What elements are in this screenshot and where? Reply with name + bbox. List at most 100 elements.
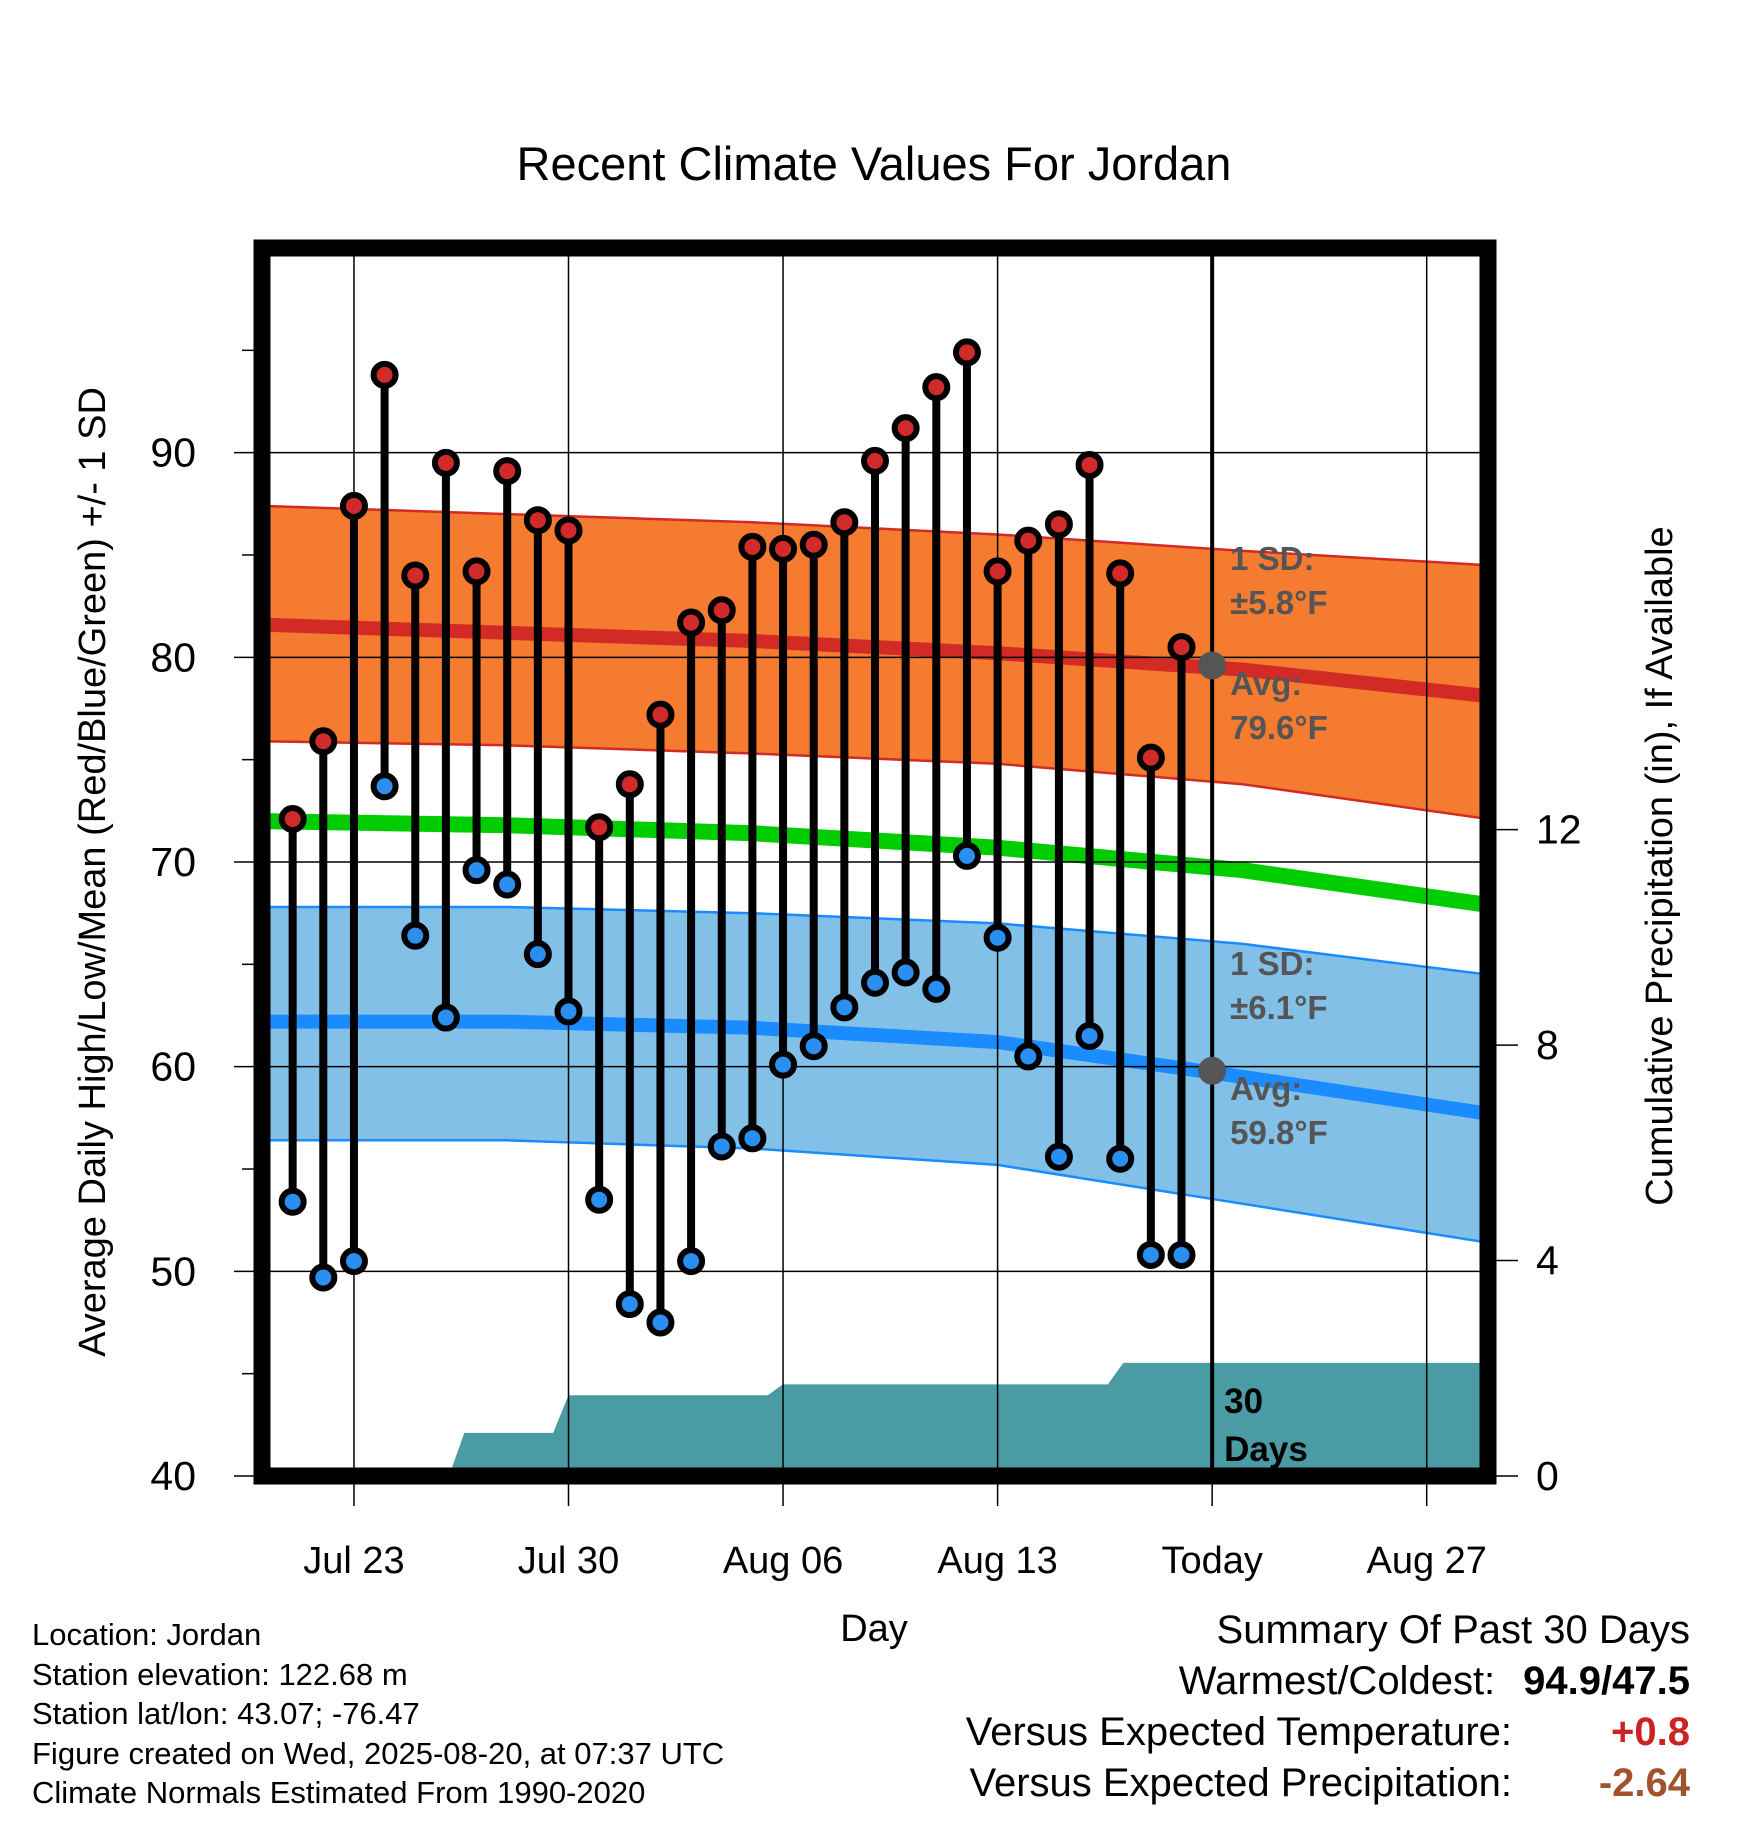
daily-high-marker — [707, 596, 736, 625]
x-tick-label: Jul 30 — [518, 1540, 619, 1582]
y-tick-label: 70 — [150, 839, 196, 885]
daily-high-marker — [431, 448, 460, 477]
daily-high-marker — [738, 532, 767, 561]
daily-high-marker — [983, 557, 1012, 586]
x-tick-label: Aug 06 — [723, 1540, 843, 1582]
summary-temp-row: Versus Expected Temperature: +0.8 — [966, 1707, 1690, 1758]
temp-label: Versus Expected Temperature: — [965, 1710, 1512, 1754]
daily-low-marker — [769, 1050, 798, 1079]
location-text: Location: Jordan — [32, 1617, 262, 1652]
daily-low-marker — [646, 1308, 675, 1337]
today-low-avg-dot — [1198, 1056, 1227, 1085]
y-tick-label: 40 — [150, 1453, 196, 1499]
daily-low-marker — [1044, 1142, 1073, 1171]
precip-value: -2.64 — [1598, 1761, 1690, 1805]
daily-low-marker — [922, 974, 951, 1003]
summary-warmest-row: Warmest/Coldest: 94.9/47.5 — [966, 1656, 1690, 1707]
daily-high-marker — [523, 506, 552, 535]
daily-low-marker — [1075, 1021, 1104, 1050]
daily-high-marker — [462, 557, 491, 586]
x-tick-label: Jul 23 — [303, 1540, 404, 1582]
daily-high-marker — [830, 508, 859, 537]
daily-values — [278, 338, 1196, 1337]
low-normal-line — [262, 1014, 1488, 1121]
daily-high-marker — [922, 373, 951, 402]
daily-high-marker — [799, 530, 828, 559]
daily-high-marker — [1044, 510, 1073, 539]
daily-low-marker — [554, 997, 583, 1026]
daily-high-marker — [309, 727, 338, 756]
daily-high-marker — [891, 414, 920, 443]
daily-high-marker — [861, 446, 889, 475]
y-right-tick-label: 12 — [1536, 807, 1582, 853]
left-y-axis: 40 50 60 70 80 90 — [150, 349, 254, 1499]
y-right-tick-label: 0 — [1536, 1453, 1559, 1499]
daily-low-marker — [677, 1247, 706, 1276]
daily-low-marker — [952, 841, 981, 870]
daily-high-marker — [677, 608, 706, 637]
low-sd-value: ±6.1°F — [1230, 989, 1327, 1026]
low-avg-label: Avg: — [1230, 1070, 1302, 1107]
daily-high-marker — [615, 770, 644, 799]
daily-high-marker — [769, 534, 798, 563]
daily-low-marker — [431, 1003, 460, 1032]
x-axis: Jul 23 Jul 30 Aug 06 Aug 13 Today Aug 27 — [303, 1484, 1487, 1582]
daily-low-marker — [370, 772, 399, 801]
y-right-tick-label: 8 — [1536, 1022, 1559, 1068]
high-sd-label: 1 SD: — [1230, 540, 1314, 577]
y-axis-title-right: Cumulative Precipitation (in), If Availa… — [1639, 526, 1681, 1205]
low-sd-lower-line — [262, 1139, 1488, 1244]
elevation-text: Station elevation: 122.68 m — [32, 1656, 408, 1692]
warmest-label: Warmest/Coldest: — [1178, 1659, 1496, 1703]
daily-low-marker — [891, 958, 920, 987]
daily-high-marker — [646, 700, 675, 729]
chart-title: Recent Climate Values For Jordan — [517, 137, 1232, 190]
normals-text: Climate Normals Estimated From 1990-2020 — [32, 1775, 646, 1810]
created-text: Figure created on Wed, 2025-08-20, at 07… — [32, 1735, 725, 1771]
station-info: Location: Jordan Station elevation: 122.… — [32, 1615, 724, 1813]
daily-high-marker — [554, 516, 583, 545]
daily-high-marker — [585, 813, 614, 842]
daily-low-marker — [493, 870, 522, 899]
daily-high-marker — [1136, 743, 1165, 772]
low-sd-label: 1 SD: — [1230, 945, 1314, 982]
daily-high-marker — [1075, 450, 1104, 479]
today-days-label: Days — [1224, 1430, 1308, 1469]
precip-label: Versus Expected Precipitation: — [969, 1761, 1512, 1805]
temp-value: +0.8 — [1611, 1710, 1690, 1754]
daily-low-marker — [278, 1187, 307, 1216]
y-tick-label: 60 — [150, 1044, 196, 1090]
daily-low-marker — [523, 940, 552, 969]
daily-low-marker — [1106, 1144, 1135, 1173]
low-avg-value: 59.8°F — [1230, 1114, 1328, 1151]
y-tick-label: 80 — [150, 634, 196, 680]
today-days-count: 30 — [1224, 1382, 1263, 1421]
summary-precip-row: Versus Expected Precipitation: -2.64 — [966, 1758, 1690, 1809]
x-tick-label: Today — [1161, 1540, 1262, 1582]
plot-frame — [253, 239, 1497, 1485]
daily-high-marker — [401, 561, 430, 590]
daily-low-marker — [707, 1132, 736, 1161]
warmest-value: 94.9/47.5 — [1523, 1659, 1690, 1703]
daily-low-marker — [615, 1290, 644, 1319]
summary-panel: Summary Of Past 30 Days Warmest/Coldest:… — [966, 1605, 1690, 1809]
daily-low-marker — [585, 1185, 614, 1214]
daily-low-marker — [983, 923, 1012, 952]
daily-low-marker — [1136, 1240, 1165, 1269]
daily-low-marker — [861, 968, 889, 997]
daily-low-marker — [339, 1247, 368, 1276]
high-sd-value: ±5.8°F — [1230, 584, 1327, 621]
daily-high-marker — [339, 491, 368, 520]
today-high-avg-dot — [1198, 651, 1227, 680]
daily-high-marker — [1106, 559, 1135, 588]
high-avg-label: Avg: — [1230, 665, 1302, 702]
x-axis-title: Day — [840, 1608, 908, 1650]
daily-high-marker — [493, 457, 522, 486]
daily-low-marker — [1167, 1240, 1196, 1269]
x-tick-label: Aug 13 — [937, 1540, 1057, 1582]
x-tick-label: Aug 27 — [1366, 1540, 1486, 1582]
daily-high-marker — [370, 360, 399, 389]
daily-low-marker — [830, 993, 859, 1022]
